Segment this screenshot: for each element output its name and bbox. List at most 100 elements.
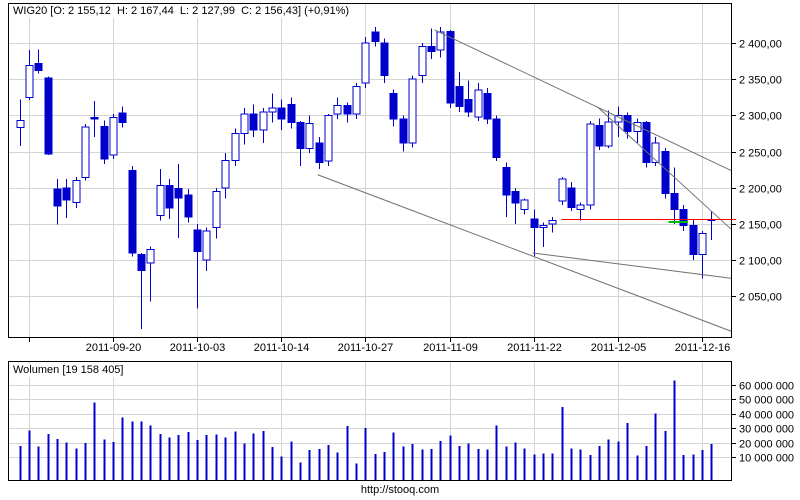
volume-bar: [458, 445, 461, 481]
volume-bar: [56, 439, 59, 481]
candle: [380, 38, 389, 83]
trendline: [532, 252, 732, 279]
candle-body: [689, 224, 698, 255]
candle-body: [212, 190, 221, 229]
candle-body: [315, 142, 324, 163]
volume-panel-title: Wolumen [19 158 405]: [10, 364, 127, 377]
candle: [44, 76, 53, 156]
volume-bar: [121, 417, 124, 481]
candle: [651, 137, 660, 167]
date-axis-label: 2011-12-16: [675, 342, 730, 354]
candle-body: [44, 77, 53, 155]
volume-bar: [364, 428, 367, 481]
volume-bar: [542, 453, 545, 481]
volume-bar: [196, 440, 199, 481]
candle-body: [231, 133, 240, 161]
volume-bar: [280, 456, 283, 481]
candle-body: [502, 167, 511, 196]
candle: [427, 28, 436, 59]
candle: [520, 198, 529, 215]
candle: [661, 147, 670, 199]
volume-bar: [177, 434, 180, 481]
candle-body: [62, 187, 71, 201]
candle: [679, 205, 688, 232]
volume-axis-label: 40 000 000: [739, 410, 794, 422]
price-axis-label: 2 400,00: [739, 39, 782, 51]
candle: [277, 99, 286, 130]
candle: [118, 106, 127, 128]
volume-bar: [449, 435, 452, 481]
candle: [81, 124, 90, 181]
volume-bar: [710, 443, 713, 481]
volume-bar: [308, 449, 311, 481]
candle: [259, 108, 268, 143]
price-axis-label: 2 200,00: [739, 184, 782, 196]
candle-body: [389, 93, 398, 120]
volume-bar: [561, 407, 564, 481]
volume-bar: [421, 449, 424, 481]
candle: [25, 50, 34, 101]
volume-bar: [327, 444, 330, 481]
candle-body: [343, 104, 352, 115]
candle-body: [576, 204, 585, 211]
candle: [146, 246, 155, 302]
candle: [268, 93, 277, 123]
candle-body: [184, 194, 193, 218]
candle-body: [558, 178, 567, 202]
candle: [418, 43, 427, 83]
candle: [212, 187, 221, 239]
volume-bar: [19, 446, 22, 481]
candle: [137, 252, 146, 329]
trendline: [434, 29, 732, 171]
volume-bar: [505, 446, 508, 481]
volume-bar: [486, 449, 489, 481]
volume-bar: [149, 425, 152, 481]
candle-body: [651, 142, 660, 163]
candle-body: [371, 31, 380, 43]
volume-axis-label: 20 000 000: [739, 439, 794, 451]
candle: [72, 176, 81, 209]
candle-body: [81, 126, 90, 179]
candle-body: [72, 180, 81, 203]
candle-body: [277, 107, 286, 120]
date-axis-label: 2011-10-03: [170, 342, 225, 354]
candle-body: [259, 111, 268, 131]
price-panel-title: WIG20 [O: 2 155,12 H: 2 167,44 L: 2 127,…: [10, 5, 353, 18]
volume-bar: [262, 431, 265, 481]
volume-bar: [336, 452, 339, 481]
volume-bar: [318, 449, 321, 481]
candle-body: [165, 185, 174, 209]
volume-bar: [252, 433, 255, 481]
candle: [633, 118, 642, 143]
volume-bar: [140, 421, 143, 481]
volume-bar: [205, 434, 208, 481]
volume-bar: [234, 431, 237, 481]
candle: [287, 97, 296, 129]
candle-body: [455, 85, 464, 108]
candle: [446, 29, 455, 109]
candle: [165, 179, 174, 219]
volume-bar: [346, 425, 349, 481]
candle: [586, 121, 595, 210]
candle: [548, 216, 557, 233]
candle: [642, 121, 651, 168]
candle-body: [520, 199, 529, 211]
candle-body: [539, 224, 548, 229]
candle: [128, 166, 137, 257]
price-axis-label: 2 350,00: [739, 75, 782, 87]
candle: [53, 179, 62, 225]
volume-bar: [392, 432, 395, 481]
price-axis-label: 2 300,00: [739, 111, 782, 123]
candle: [333, 97, 342, 120]
candlestick-series: [16, 27, 716, 329]
candle-body: [305, 122, 314, 150]
volume-bar: [271, 446, 274, 481]
volume-bar: [617, 441, 620, 481]
trendline: [596, 106, 732, 230]
candle-body: [483, 93, 492, 120]
price-axis-label: 2 150,00: [739, 220, 782, 232]
candle-body: [333, 104, 342, 115]
volume-bar: [224, 437, 227, 481]
candle: [511, 187, 520, 224]
